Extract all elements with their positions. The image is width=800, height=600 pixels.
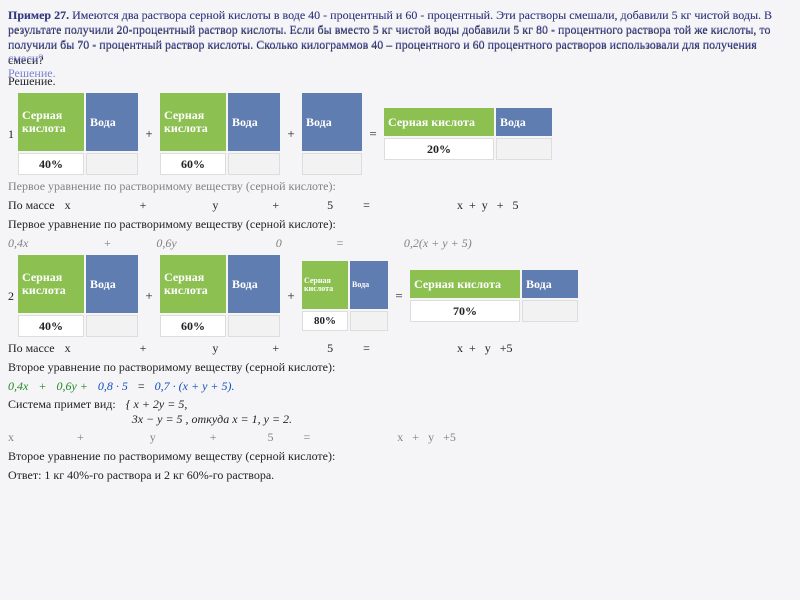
percent-20: 20% [384,138,494,160]
percent-80: 80% [302,311,348,331]
empty-cell [86,153,138,175]
eq2-d: 0,7 · (x + y + 5). [155,379,235,394]
block-2b: Серная кислота Вода 60% [160,255,280,337]
percent-40: 40% [18,315,84,337]
block-2c: Серная кислота Вода 80% [302,261,388,331]
empty-cell [228,315,280,337]
eq1-label-ghost: Первое уравнение по растворимому веществ… [8,179,792,194]
water-header: Вода [228,93,280,151]
row-number-1: 1 [8,127,14,142]
overlay-body: Имеются два раствора серной кислоты в во… [8,8,772,65]
block-1d: Серная кислота Вода 20% [384,108,552,160]
mass-expr-2: x + y + 5 = x + y +5 [65,341,513,356]
answer: Ответ: 1 кг 40%-го раствора и 2 кг 60%-г… [8,468,792,483]
eq1-label: Первое уравнение по растворимому веществ… [8,217,792,232]
empty-cell [522,300,578,322]
water-header: Вода [86,93,138,151]
diagram-row-1: 1 Серная кислота Вода 40% + Серная кисло… [8,93,792,175]
empty-cell [496,138,552,160]
row-number-2: 2 [8,289,14,304]
mass-expr-1: x + y + 5 = x + y + 5 [65,198,519,213]
empty-cell [228,153,280,175]
eq2-eq: = [138,379,145,394]
system-label: Система примет вид: [8,397,116,412]
plus-op: + [142,288,156,304]
mass-row-2: По массе x + y + 5 = x + y +5 [8,341,792,356]
acid-header: Серная кислота [384,108,494,136]
diagram-row-2: 2 Серная кислота Вода 40% + Серная кисло… [8,255,792,337]
percent-60: 60% [160,153,226,175]
water-header: Вода [86,255,138,313]
block-1c: Вода [302,93,362,175]
block-1a: Серная кислота Вода 40% [18,93,138,175]
block-1b: Серная кислота Вода 60% [160,93,280,175]
eq1-ghost: 0,4x + 0,6y 0 = 0,2(x + y + 5) [8,236,792,251]
eq2-plus: + [38,379,46,394]
acid-header: Серная кислота [18,93,84,151]
percent-40: 40% [18,153,84,175]
system-row: Система примет вид: { x + 2y = 5, 3x − y… [8,397,792,427]
eq2-c: 0,8 · 5 [98,379,128,394]
equals-op: = [366,126,380,142]
water-header: Вода [350,261,388,309]
plus-op: + [142,126,156,142]
equals-op: = [392,288,406,304]
acid-header: Серная кислота [410,270,520,298]
block-2d: Серная кислота Вода 70% [410,270,578,322]
acid-header: Серная кислота [18,255,84,313]
overlay-solution-label: Решение. [8,66,792,80]
eq2-b: 0,6y + [56,379,87,394]
mass-expr-3: x + y + 5 = x + y +5 [8,430,456,445]
percent-70: 70% [410,300,520,322]
empty-cell [86,315,138,337]
block-2a: Серная кислота Вода 40% [18,255,138,337]
acid-header: Серная кислота [302,261,348,309]
empty-cell [350,311,388,331]
water-header: Вода [522,270,578,298]
overlay-problem-text: Пример 27. Имеются два раствора серной к… [8,8,792,80]
mass-label: По массе [8,198,55,213]
water-header: Вода [302,93,362,151]
acid-header: Серная кислота [160,255,226,313]
eq2-a: 0,4x [8,379,28,394]
water-header: Вода [228,255,280,313]
water-header: Вода [496,108,552,136]
acid-header: Серная кислота [160,93,226,151]
percent-60: 60% [160,315,226,337]
eq2-label: Второе уравнение по растворимому веществ… [8,360,792,375]
overlay-title: Пример 27. [8,8,69,22]
empty-cell [302,153,362,175]
eq2-pretty: 0,4x + 0,6y + 0,8 · 5 = 0,7 · (x + y + 5… [8,379,792,394]
mass-row-1: По массе x + y + 5 = x + y + 5 [8,198,792,213]
system-eq: { x + 2y = 5, 3x − y = 5 , откуда x = 1,… [126,397,292,427]
mass-label: По массе [8,341,55,356]
plus-op: + [284,288,298,304]
mass-row-3: x + y + 5 = x + y +5 [8,430,792,445]
eq2-label-dup: Второе уравнение по растворимому веществ… [8,449,792,464]
plus-op: + [284,126,298,142]
